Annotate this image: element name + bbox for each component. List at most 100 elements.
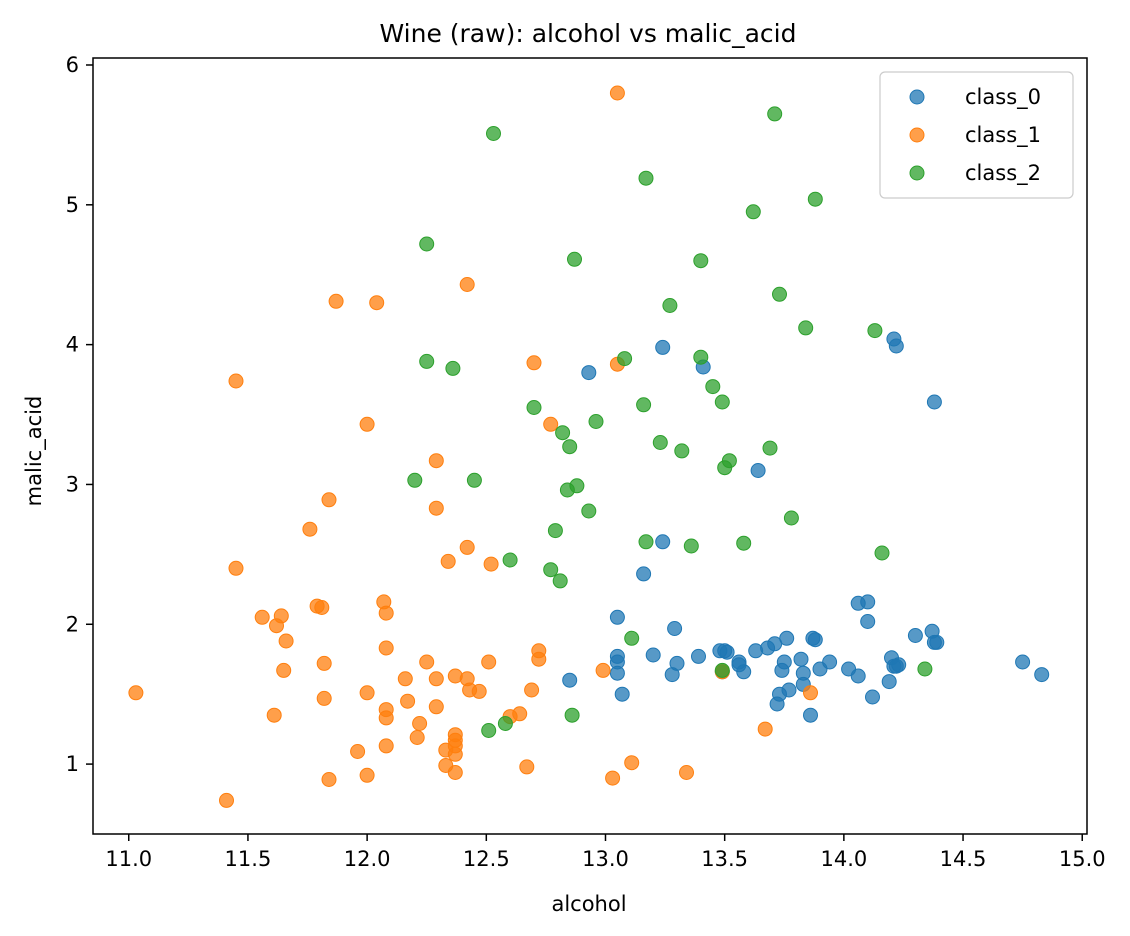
point-class_2-20 — [588, 414, 604, 429]
point-class_1-10 — [321, 492, 337, 508]
point-class_1-27 — [531, 651, 547, 667]
points-layer — [128, 85, 1050, 808]
point-class_2-11 — [867, 323, 883, 339]
point-class_2-22 — [562, 439, 578, 455]
point-class_0-4 — [581, 365, 597, 381]
point-class_0-7 — [655, 534, 671, 550]
point-class_1-4 — [228, 373, 244, 389]
point-class_1-7 — [359, 416, 375, 432]
point-class_0-12 — [860, 614, 876, 629]
point-class_0-30 — [645, 647, 661, 663]
point-class_1-3 — [369, 295, 385, 311]
point-class_2-46 — [481, 723, 497, 738]
point-class_1-23 — [269, 618, 284, 634]
point-class_1-28 — [419, 654, 435, 670]
point-class_1-63 — [624, 755, 640, 771]
point-class_1-29 — [481, 654, 497, 670]
point-class_0-11 — [860, 594, 876, 610]
point-class_0-2 — [888, 338, 904, 354]
point-class_1-34 — [397, 671, 413, 687]
point-class_1-30 — [316, 655, 332, 671]
point-class_1-31 — [276, 662, 292, 678]
x-tick-label: 15.0 — [1059, 847, 1106, 871]
point-class_2-29 — [466, 472, 482, 488]
point-class_0-59 — [614, 686, 630, 702]
point-class_2-8 — [772, 286, 787, 302]
point-class_1-12 — [302, 521, 318, 537]
point-class_1-62 — [519, 759, 535, 775]
point-class_2-38 — [874, 545, 890, 561]
legend-label-class_0: class_0 — [965, 85, 1041, 110]
point-class_2-36 — [683, 538, 699, 554]
x-tick-label: 11.0 — [105, 847, 152, 871]
point-class_2-39 — [502, 552, 518, 568]
y-tick-label: 1 — [66, 752, 79, 776]
point-class_2-4 — [745, 204, 761, 220]
x-tick-label: 14.0 — [820, 847, 867, 871]
point-class_1-8 — [543, 416, 559, 432]
x-tick-label: 13.5 — [701, 847, 748, 871]
point-class_0-17 — [926, 634, 942, 650]
legend-marker-class_0 — [909, 89, 925, 105]
point-class_1-13 — [459, 539, 475, 555]
x-tick-label: 13.0 — [582, 847, 629, 871]
point-class_0-38 — [774, 662, 790, 678]
point-class_2-40 — [543, 562, 559, 578]
point-class_1-52 — [412, 716, 428, 731]
point-class_1-42 — [128, 685, 144, 701]
point-class_0-14 — [907, 628, 923, 643]
legend-marker-class_1 — [909, 127, 925, 143]
point-class_1-21 — [254, 609, 270, 625]
point-class_2-34 — [547, 523, 563, 539]
point-class_1-24 — [278, 633, 294, 649]
point-class_0-8 — [636, 566, 652, 582]
point-class_1-65 — [679, 765, 694, 780]
point-class_2-42 — [624, 630, 640, 646]
point-class_1-39 — [471, 683, 487, 699]
point-class_0-43 — [850, 668, 866, 684]
x-tick-label: 14.5 — [940, 847, 987, 871]
point-class_2-6 — [567, 251, 582, 267]
legend-label-class_1: class_1 — [965, 123, 1041, 148]
point-class_1-11 — [428, 500, 444, 516]
point-class_1-54 — [409, 730, 425, 745]
point-class_1-35 — [428, 671, 444, 687]
point-class_2-47 — [714, 662, 730, 678]
point-class_0-0 — [655, 339, 671, 355]
point-class_2-17 — [714, 394, 730, 410]
point-class_1-9 — [428, 453, 444, 469]
point-class_0-39 — [793, 651, 809, 667]
point-class_1-70 — [757, 721, 773, 737]
point-class_1-57 — [378, 738, 394, 754]
point-class_0-41 — [822, 654, 838, 670]
legend-marker-class_2 — [909, 165, 925, 181]
point-class_0-3 — [926, 394, 942, 410]
point-class_2-27 — [717, 460, 733, 476]
point-class_2-19 — [526, 400, 542, 415]
point-class_0-35 — [691, 648, 706, 664]
point-class_2-3 — [807, 191, 823, 207]
point-class_2-12 — [617, 351, 633, 367]
point-class_0-36 — [664, 667, 680, 683]
point-class_1-25 — [378, 640, 394, 656]
point-class_2-35 — [638, 534, 654, 550]
point-class_1-20 — [378, 605, 394, 621]
point-class_2-2 — [638, 170, 654, 186]
point-class_1-45 — [400, 693, 416, 709]
point-class_2-43 — [917, 661, 933, 677]
point-class_2-31 — [559, 482, 575, 498]
point-class_1-40 — [524, 682, 540, 698]
point-class_0-6 — [750, 463, 766, 478]
y-tick-label: 2 — [66, 612, 79, 636]
point-class_1-64 — [447, 765, 463, 780]
point-class_1-46 — [428, 699, 444, 715]
point-class_0-19 — [807, 632, 823, 648]
point-class_1-67 — [359, 767, 375, 783]
point-class_1-59 — [438, 742, 454, 758]
point-class_1-48 — [378, 710, 394, 726]
point-class_2-45 — [497, 716, 513, 731]
point-class_2-25 — [762, 440, 778, 456]
legend-label-class_2: class_2 — [965, 161, 1041, 186]
x-axis-label: alcohol — [551, 892, 626, 916]
point-class_0-33 — [609, 665, 625, 681]
